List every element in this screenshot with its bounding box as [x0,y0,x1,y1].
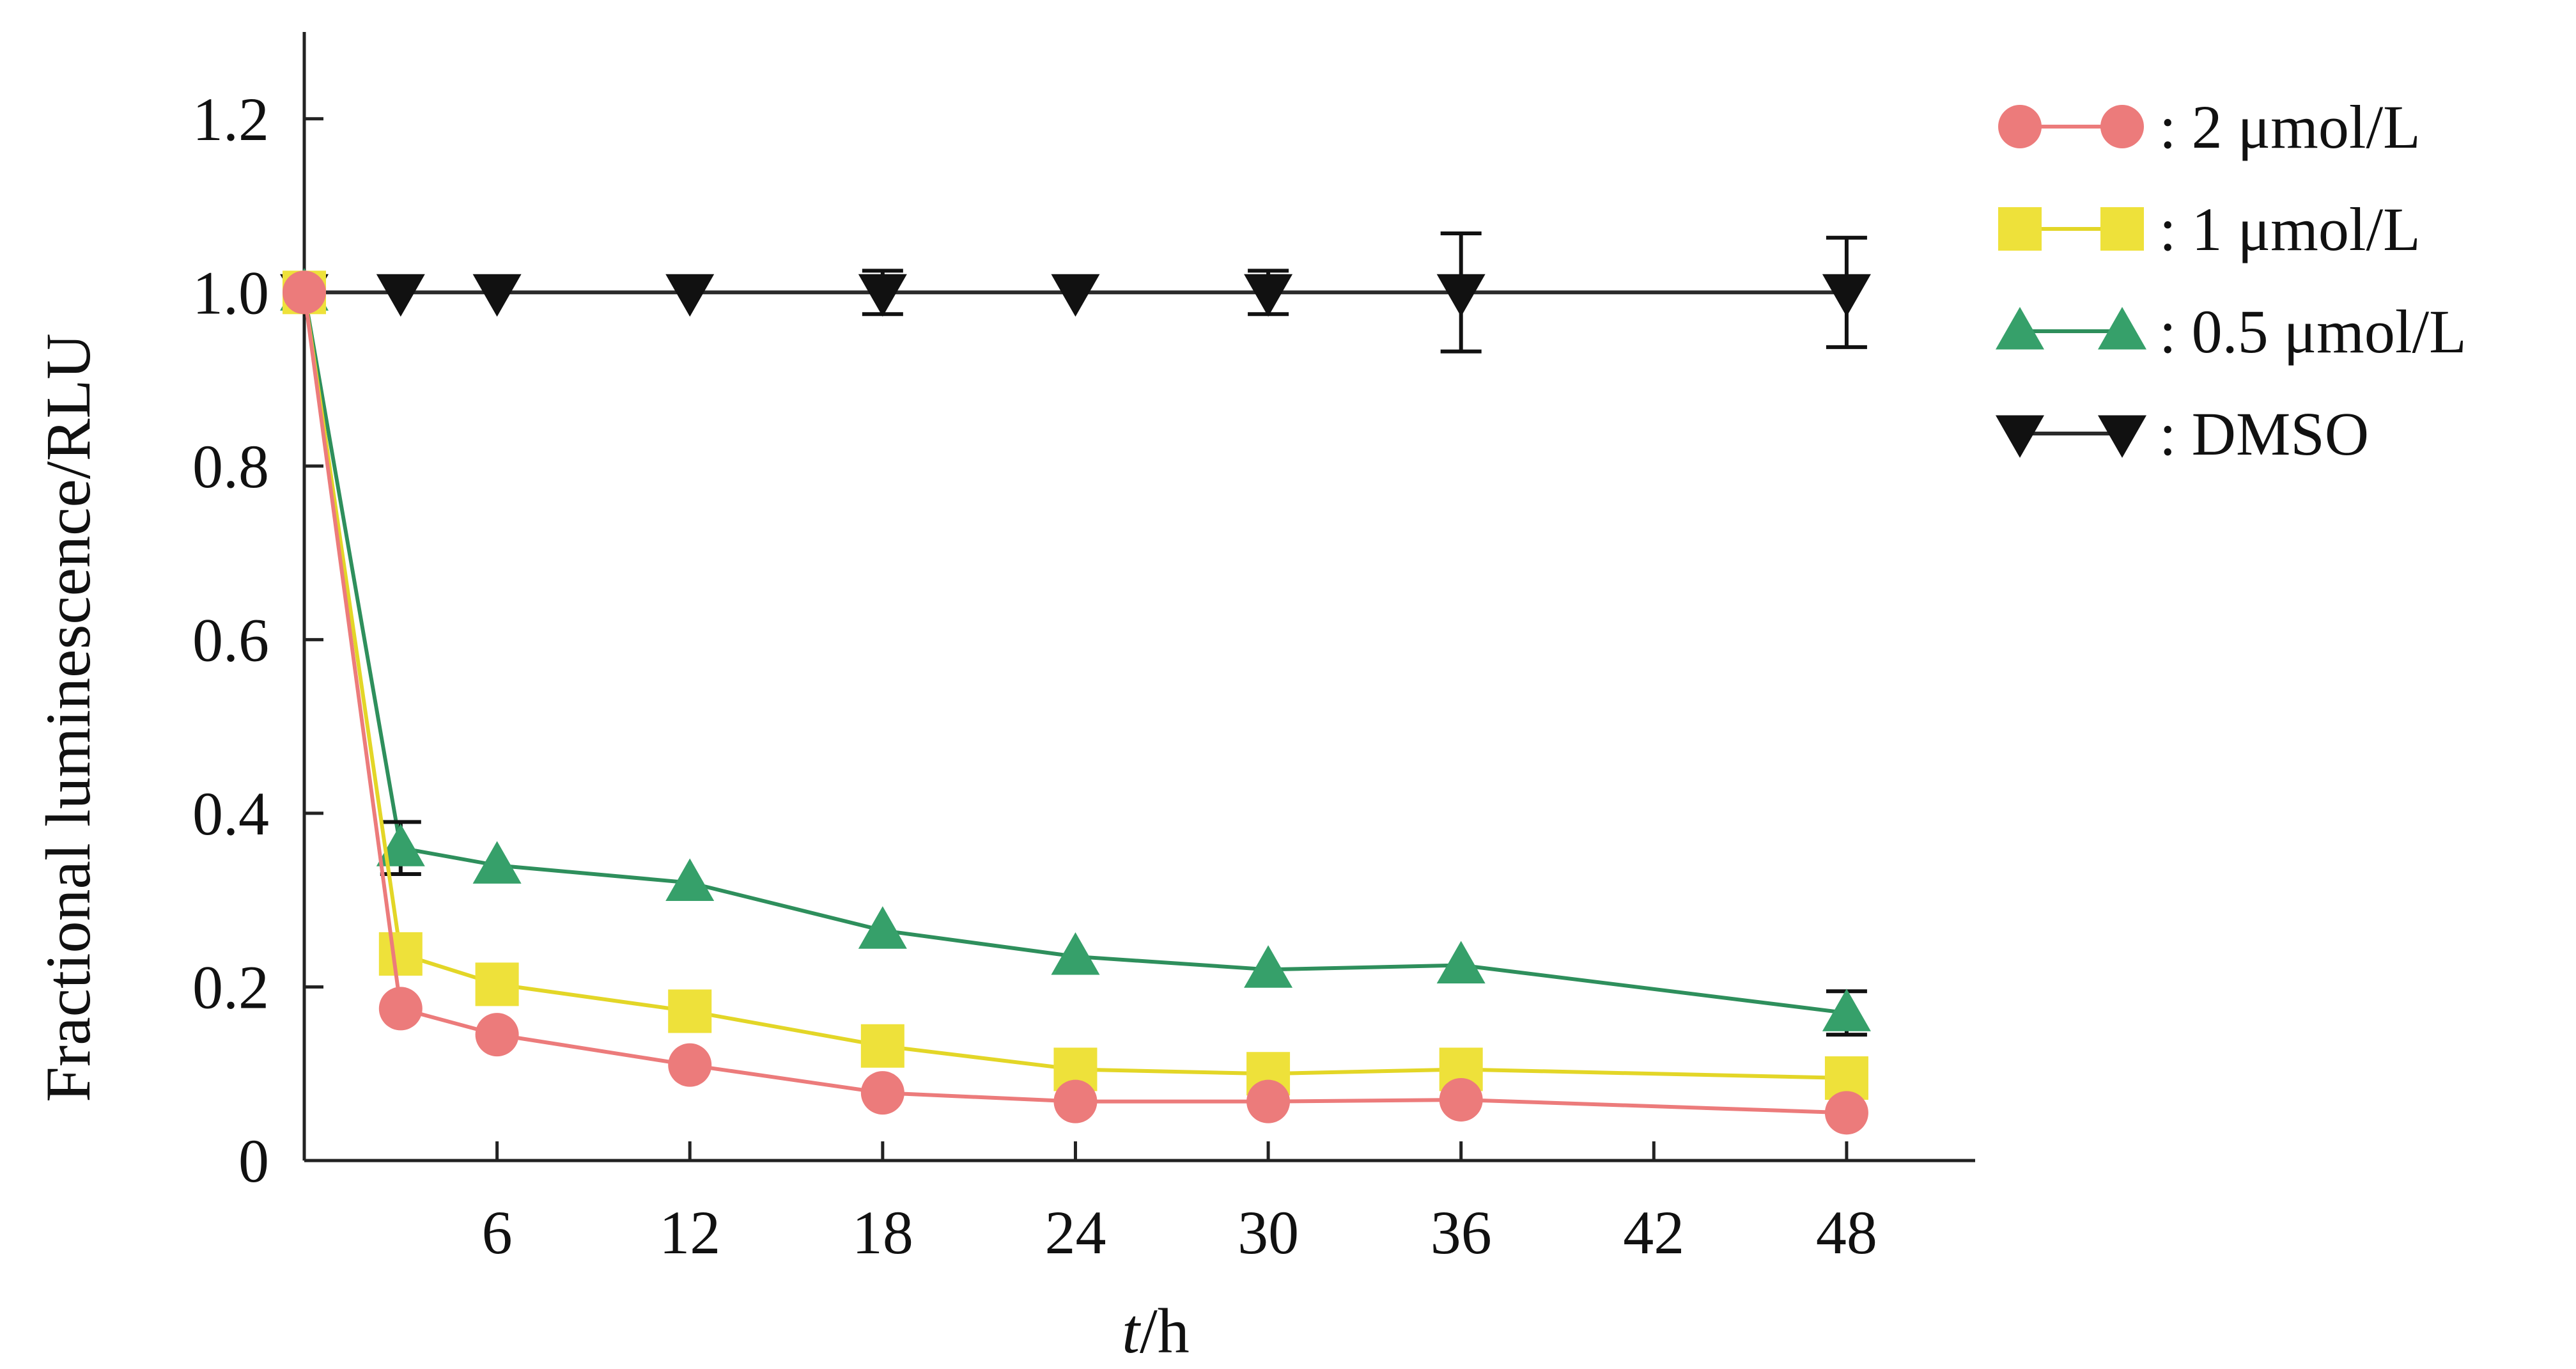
x-tick-label: 30 [1238,1198,1299,1267]
legend-marker [1996,415,2044,458]
data-point [860,1071,904,1115]
legend-item: : DMSO [1996,400,2369,468]
legend-marker [1998,105,2042,148]
legend-marker [2098,307,2146,350]
legend-marker [2100,207,2144,251]
y-tick-label: 1.0 [192,258,269,327]
x-axis-title-unit: /h [1140,1295,1190,1366]
data-point [376,824,425,866]
data-point [858,274,907,317]
x-tick-label: 24 [1044,1198,1106,1267]
data-point [472,841,522,884]
y-tick-label: 1.2 [192,85,269,153]
legend-marker [2100,105,2144,148]
data-point [858,906,907,949]
data-point [1439,1077,1483,1122]
series-0 [283,270,1868,1135]
data-point [665,858,715,902]
data-point [1436,274,1486,317]
legend-marker [1996,307,2044,350]
data-point [1053,1079,1098,1123]
legend-marker [2098,415,2146,458]
x-tick-label: 36 [1431,1198,1492,1267]
y-tick-label: 0.6 [192,606,269,674]
data-point [1246,1079,1291,1123]
data-point [378,987,423,1031]
data-point [283,270,326,315]
y-tick-label: 0.8 [192,432,269,501]
legend-label: : DMSO [2159,400,2369,468]
data-point [1244,274,1293,317]
data-point [475,1013,519,1057]
legend-marker [1998,207,2042,251]
plot-area: 6 12 18 24 30 36 42 48 0 0.2 0.4 0.6 0.8 1.0 1.2 [192,32,1975,1267]
data-point [475,962,519,1006]
legend-label: : 0.5 μmol/L [2159,297,2467,366]
data-point [1436,941,1486,984]
y-axis-title: Fractional luminescence/RLU [33,333,104,1102]
series-layer [280,231,1871,1135]
data-point [665,274,715,317]
data-point [860,1024,904,1068]
data-point [1051,932,1100,975]
x-ticks: 6 12 18 24 30 36 42 48 [482,1141,1877,1267]
data-point [668,1043,712,1087]
data-point [1824,1091,1868,1135]
series-line [302,292,1847,1015]
legend: : 2 μmol/L : 1 μmol/L : 0.5 μmol/L : DMSO [1996,93,2467,468]
legend-item: : 2 μmol/L [1998,93,2421,161]
legend-item: : 0.5 μmol/L [1996,297,2467,366]
data-point [1244,945,1293,988]
data-point [1822,989,1871,1031]
data-point [472,274,522,317]
x-tick-label: 18 [852,1198,913,1267]
legend-label: : 1 μmol/L [2159,195,2421,263]
data-point [668,989,712,1033]
legend-item: : 1 μmol/L [1998,195,2421,263]
data-point [1051,274,1100,317]
data-point [376,274,425,317]
x-tick-label: 48 [1816,1198,1877,1267]
y-ticks: 0 0.2 0.4 0.6 0.8 1.0 1.2 [192,85,323,1195]
x-axis-title: t/h [1122,1295,1190,1366]
x-tick-label: 42 [1623,1198,1684,1267]
series-2 [280,268,1871,1037]
x-tick-label: 12 [659,1198,720,1267]
data-point [1822,274,1871,317]
y-tick-label: 0.4 [192,779,269,848]
data-point [378,932,423,976]
x-tick-label: 6 [482,1198,513,1267]
y-tick-label: 0.2 [192,953,269,1021]
legend-label: : 2 μmol/L [2159,93,2421,161]
series-1 [283,270,1868,1100]
x-axis-title-italic: t [1122,1295,1141,1366]
y-tick-label: 0 [238,1127,269,1195]
series-3 [280,231,1871,354]
